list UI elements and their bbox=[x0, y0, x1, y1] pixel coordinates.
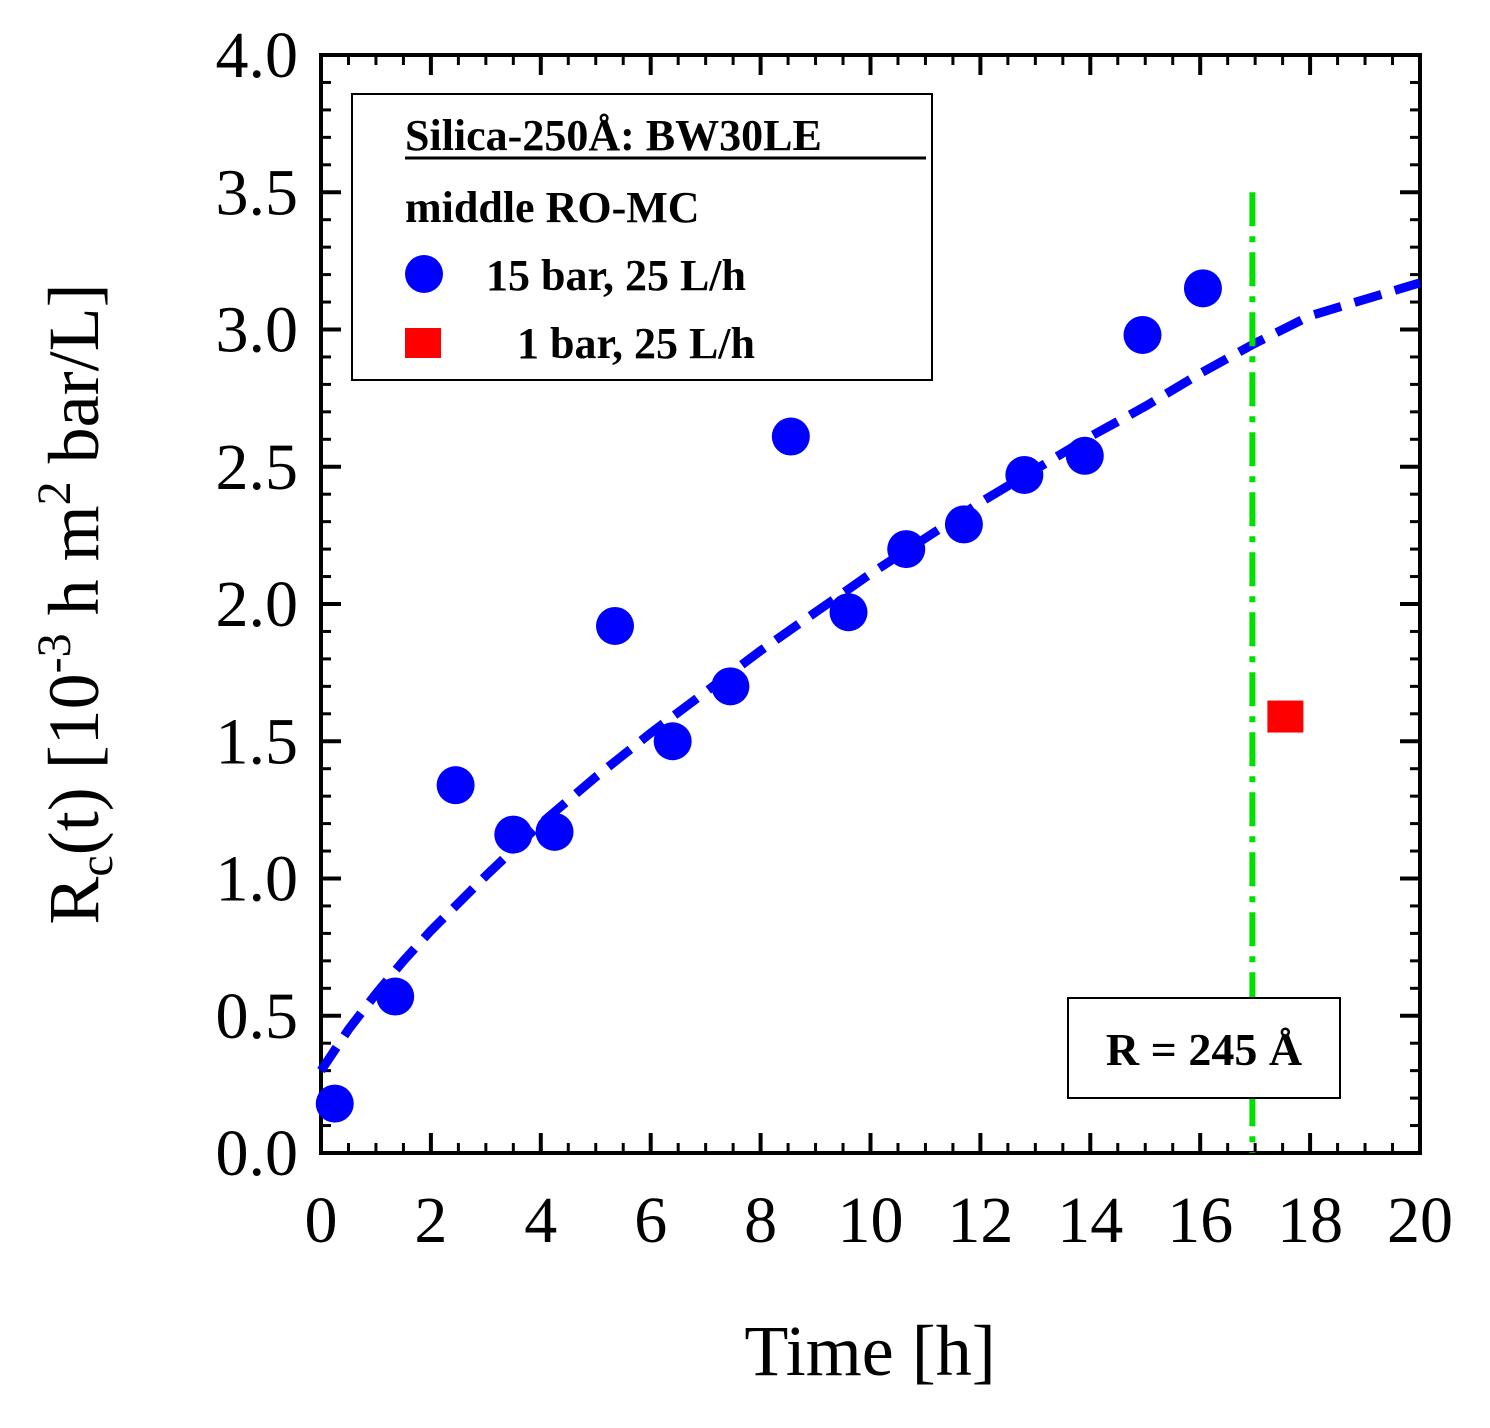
legend-title: Silica-250Å: BW30LE bbox=[405, 111, 822, 160]
point-15bar bbox=[376, 977, 415, 1016]
x-tick-label: 20 bbox=[1387, 1184, 1453, 1257]
legend-marker-square bbox=[405, 328, 441, 358]
point-15bar bbox=[887, 530, 926, 569]
legend-entry-15bar: 15 bar, 25 L/h bbox=[486, 251, 746, 300]
x-tick-label: 8 bbox=[744, 1184, 777, 1257]
point-15bar bbox=[494, 815, 533, 854]
x-tick-label: 12 bbox=[947, 1184, 1013, 1257]
y-title-sup1: -3 bbox=[28, 633, 81, 673]
annotation-text: R = 245 Å bbox=[1106, 1024, 1302, 1075]
y-tick-label: 2.5 bbox=[216, 431, 299, 504]
x-tick-labels: 0 2 4 6 8 10 12 14 16 18 20 bbox=[305, 1184, 1454, 1257]
fit-curve bbox=[317, 278, 1422, 1074]
y-tick-label: 0.5 bbox=[216, 980, 299, 1053]
y-title-suffix: bar/L] bbox=[34, 283, 114, 481]
y-tick-label: 0.0 bbox=[216, 1117, 299, 1190]
y-tick-label: 2.0 bbox=[216, 568, 299, 641]
y-tick-label: 1.5 bbox=[216, 705, 299, 778]
x-tick-label: 0 bbox=[305, 1184, 338, 1257]
x-tick-label: 4 bbox=[524, 1184, 557, 1257]
x-tick-label: 6 bbox=[634, 1184, 667, 1257]
point-15bar bbox=[711, 667, 750, 706]
y-tick-label: 1.0 bbox=[216, 843, 299, 916]
point-15bar bbox=[315, 1084, 354, 1123]
point-15bar bbox=[944, 505, 983, 544]
point-15bar bbox=[1123, 315, 1162, 354]
y-tick-labels: 0.0 0.5 1.0 1.5 2.0 2.5 3.0 3.5 4.0 bbox=[216, 19, 299, 1190]
y-tick-label: 3.5 bbox=[216, 156, 299, 229]
point-15bar bbox=[771, 417, 810, 456]
minor-ticks bbox=[321, 55, 1420, 1153]
x-tick-label: 16 bbox=[1167, 1184, 1233, 1257]
point-15bar bbox=[595, 606, 634, 645]
point-1bar bbox=[1267, 700, 1304, 733]
legend: Silica-250Å: BW30LE middle RO-MC 15 bar,… bbox=[351, 93, 933, 381]
point-15bar bbox=[1005, 455, 1044, 494]
y-title-mid: (t) [10 bbox=[34, 673, 114, 855]
major-ticks bbox=[319, 53, 1422, 1155]
point-15bar bbox=[1183, 269, 1222, 308]
y-tick-label: 3.0 bbox=[216, 294, 299, 367]
annotation: R = 245 Å bbox=[1067, 997, 1341, 1099]
point-15bar bbox=[1065, 436, 1104, 475]
point-15bar bbox=[829, 593, 868, 632]
x-axis-title: Time [h] bbox=[744, 1311, 995, 1391]
y-title-sub: c bbox=[70, 855, 123, 876]
fit-curve-line bbox=[317, 278, 1422, 1074]
y-axis-title: Rc(t) [10-3 h m2 bar/L] bbox=[28, 283, 123, 924]
legend-marker-circle bbox=[405, 255, 443, 293]
legend-entry-1bar: 1 bar, 25 L/h bbox=[517, 319, 755, 368]
y-title-mid2: h m bbox=[34, 505, 114, 633]
point-15bar bbox=[436, 766, 475, 805]
legend-subtitle: middle RO-MC bbox=[405, 183, 700, 232]
x-tick-label: 14 bbox=[1057, 1184, 1123, 1257]
y-title-sup2: 2 bbox=[28, 481, 81, 505]
data-points bbox=[315, 269, 1304, 1123]
legend-box bbox=[351, 93, 933, 381]
annotation-box bbox=[1067, 997, 1341, 1099]
point-15bar bbox=[653, 722, 692, 761]
x-tick-label: 18 bbox=[1277, 1184, 1343, 1257]
y-tick-label: 4.0 bbox=[216, 19, 299, 92]
x-tick-label: 2 bbox=[414, 1184, 447, 1257]
x-tick-label: 10 bbox=[838, 1184, 904, 1257]
y-title-prefix: R bbox=[34, 877, 114, 925]
point-15bar bbox=[535, 812, 574, 851]
